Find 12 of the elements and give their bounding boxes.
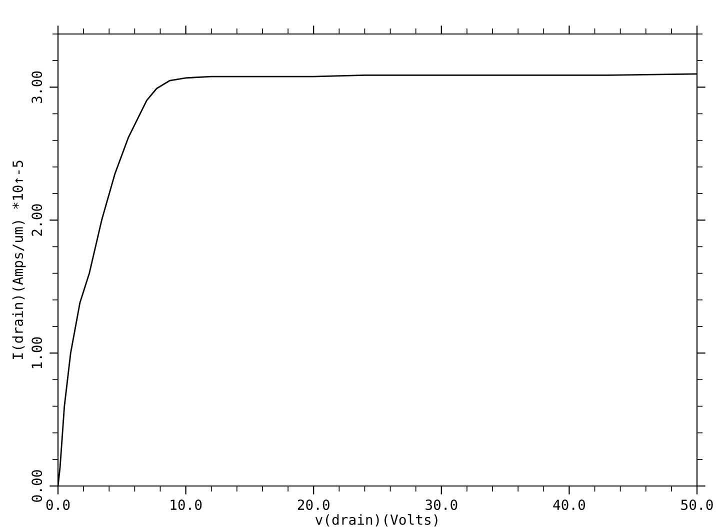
y-tick-label: 2.00 xyxy=(32,204,42,236)
y-axis-title: I(drain)(Amps/um) *10↑-5 xyxy=(12,160,26,359)
x-tick-label: 50.0 xyxy=(681,500,713,510)
x-tick-label: 10.0 xyxy=(170,500,202,510)
y-tick-label: 3.00 xyxy=(32,71,42,103)
x-tick-label: 30.0 xyxy=(426,500,458,510)
x-tick-label: 20.0 xyxy=(298,500,330,510)
y-tick-label: 0.00 xyxy=(32,470,42,502)
x-tick-label: 0.0 xyxy=(46,500,70,510)
x-tick-label: 40.0 xyxy=(553,500,586,510)
x-axis-title: v(drain)(Volts) xyxy=(315,514,438,527)
y-tick-label: 1.00 xyxy=(32,337,42,368)
